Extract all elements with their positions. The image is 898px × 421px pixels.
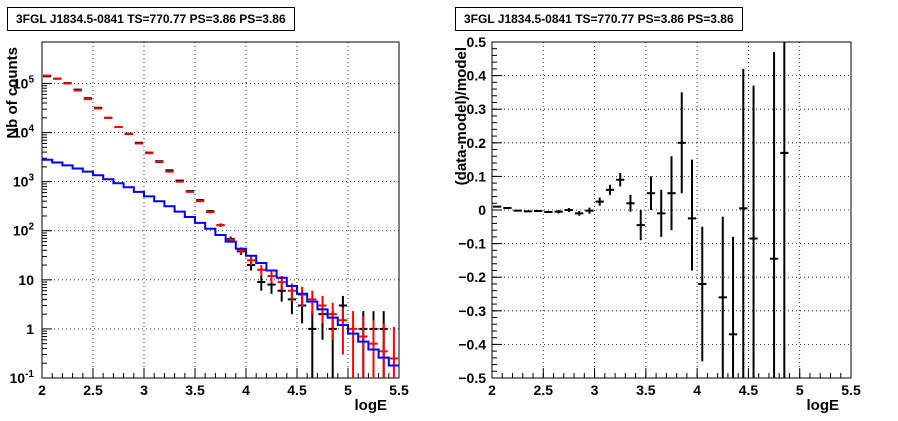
right-y-tick-label: 0.2 xyxy=(467,135,487,151)
left-x-tick-label: 5 xyxy=(344,382,352,398)
right-x-tick-label: 4 xyxy=(693,382,701,398)
left-x-tick-label: 2 xyxy=(38,382,46,398)
right-x-tick-label: 5 xyxy=(796,382,804,398)
right-chart-title: 3FGL J1834.5-0841 TS=770.77 PS=3.86 PS=3… xyxy=(455,7,743,31)
left-x-tick-label: 3 xyxy=(140,382,148,398)
left-y-axis-label: Nb of counts xyxy=(4,47,21,139)
right-y-tick-label: 0.5 xyxy=(467,34,487,50)
right-y-tick-label: 0.4 xyxy=(467,68,487,84)
right-x-tick-label: 4.5 xyxy=(739,382,759,398)
left-plot-frame xyxy=(41,41,400,379)
left-x-axis-label: logE xyxy=(355,397,388,414)
right-x-tick-label: 2 xyxy=(488,382,496,398)
right-y-tick-label: 0.3 xyxy=(467,101,487,117)
right-y-axis-label: (data-model)/model xyxy=(453,47,470,185)
right-x-tick-label: 3.5 xyxy=(636,382,656,398)
left-x-tick-label: 3.5 xyxy=(185,382,205,398)
right-x-tick-label: 3 xyxy=(591,382,599,398)
left-y-tick-label: 10 xyxy=(18,272,34,288)
right-y-tick-label: 0 xyxy=(478,202,486,218)
left-x-tick-label: 2.5 xyxy=(83,382,103,398)
right-x-axis-label: logE xyxy=(807,397,840,414)
right-y-tick-label: −0.2 xyxy=(458,269,486,285)
left-y-tick-label: 10-1 xyxy=(10,369,35,386)
right-y-tick-label: −0.5 xyxy=(458,370,486,386)
left-y-tick-label: 104 xyxy=(13,124,35,141)
right-y-tick-label: 0.1 xyxy=(467,168,487,184)
left-y-tick-label: 103 xyxy=(13,173,35,190)
left-y-tick-label: 102 xyxy=(13,222,35,239)
right-x-tick-label: 2.5 xyxy=(534,382,554,398)
left-x-tick-label: 5.5 xyxy=(389,382,409,398)
left-x-tick-label: 4.5 xyxy=(287,382,307,398)
left-chart-title: 3FGL J1834.5-0841 TS=770.77 PS=3.86 PS=3… xyxy=(7,7,295,31)
left-y-tick-label: 105 xyxy=(13,74,35,91)
left-y-tick-label: 1 xyxy=(26,321,34,337)
left-x-tick-label: 4 xyxy=(242,382,250,398)
left-model-step-line xyxy=(42,158,399,367)
right-x-tick-label: 5.5 xyxy=(841,382,861,398)
right-y-tick-label: −0.4 xyxy=(458,336,486,352)
right-y-tick-label: −0.1 xyxy=(458,236,486,252)
right-y-tick-label: −0.3 xyxy=(458,303,486,319)
